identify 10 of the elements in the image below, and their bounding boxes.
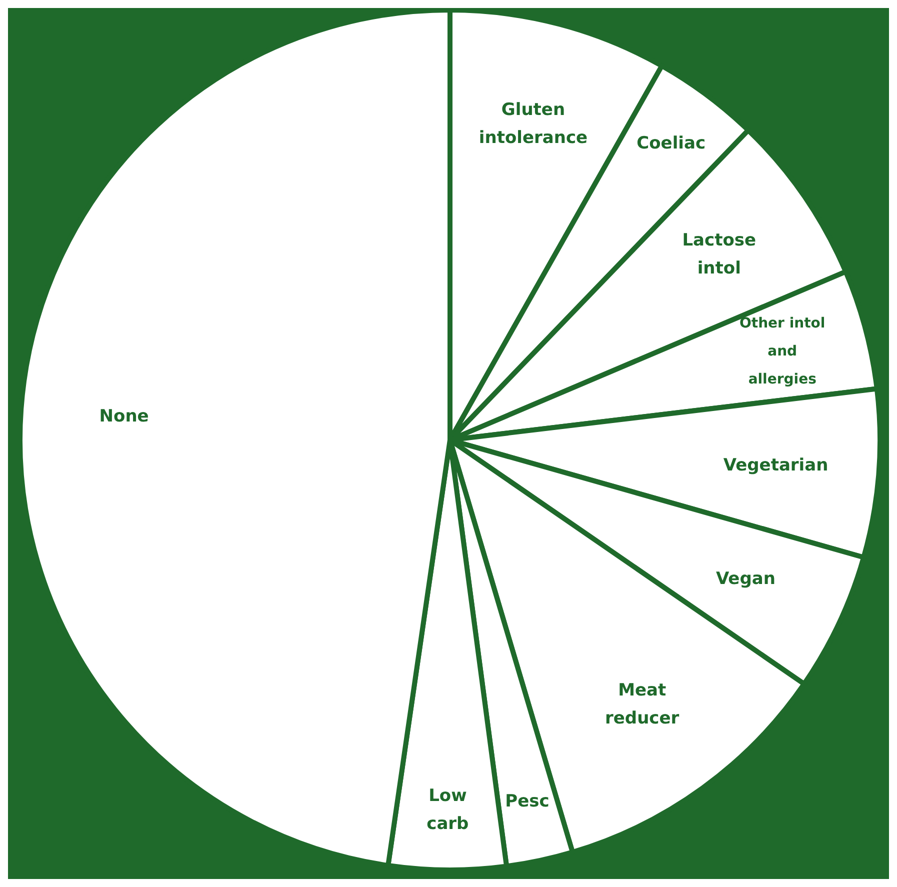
slice-label: Meat reducer xyxy=(604,680,680,728)
slice-label: Vegetarian xyxy=(723,455,828,476)
slice-label: Coeliac xyxy=(636,133,706,154)
slice-label: None xyxy=(99,406,149,426)
slice-label: Low carb xyxy=(426,785,469,834)
slice-label: Pesc xyxy=(505,791,550,812)
slice-label: Lactose intol xyxy=(682,230,756,278)
slice-label: Vegan xyxy=(716,568,776,589)
slice-label: Other intol and allergies xyxy=(740,315,826,388)
slice-label: Gluten intolerance xyxy=(478,100,588,148)
